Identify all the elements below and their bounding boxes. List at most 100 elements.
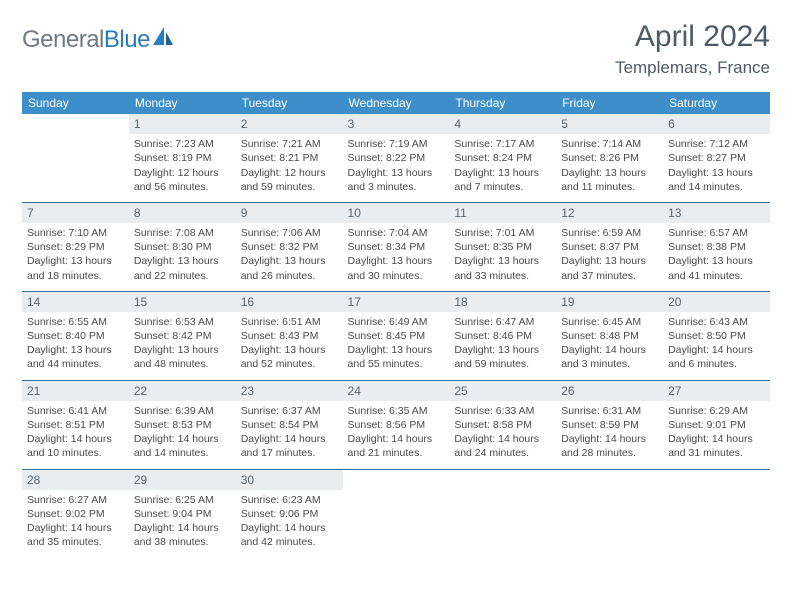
sunset-line: Sunset: 8:35 PM — [454, 240, 551, 254]
daylight-line: Daylight: 13 hours and 52 minutes. — [241, 343, 338, 371]
calendar-day-cell: 23 Sunrise: 6:37 AMSunset: 8:54 PMDayligh… — [236, 380, 343, 469]
sunset-line: Sunset: 8:53 PM — [134, 418, 231, 432]
calendar-day-cell: 2Sunrise: 7:21 AMSunset: 8:21 PMDaylight… — [236, 114, 343, 202]
daylight-line: Daylight: 13 hours and 59 minutes. — [454, 343, 551, 371]
day-number: 23 — [236, 381, 343, 401]
weekday-header: Saturday — [663, 92, 770, 114]
calendar-day-cell: 1Sunrise: 7:23 AMSunset: 8:19 PMDaylight… — [129, 114, 236, 202]
sunset-line: Sunset: 8:26 PM — [561, 151, 658, 165]
sunrise-line: Sunrise: 6:47 AM — [454, 315, 551, 329]
sunrise-line: Sunrise: 6:25 AM — [134, 493, 231, 507]
sunrise-line: Sunrise: 6:41 AM — [27, 404, 124, 418]
sunset-line: Sunset: 9:01 PM — [668, 418, 765, 432]
sunrise-line: Sunrise: 6:51 AM — [241, 315, 338, 329]
day-number: 28 — [22, 470, 129, 490]
sunrise-line: Sunrise: 6:29 AM — [668, 404, 765, 418]
sunset-line: Sunset: 8:19 PM — [134, 151, 231, 165]
daylight-line: Daylight: 14 hours and 31 minutes. — [668, 432, 765, 460]
day-number: 26 — [556, 381, 663, 401]
sunrise-line: Sunrise: 6:37 AM — [241, 404, 338, 418]
calendar-day-cell: 4Sunrise: 7:17 AMSunset: 8:24 PMDaylight… — [449, 114, 556, 202]
weekday-header: Wednesday — [343, 92, 450, 114]
sunrise-line: Sunrise: 6:39 AM — [134, 404, 231, 418]
sunset-line: Sunset: 8:32 PM — [241, 240, 338, 254]
calendar-day-cell: 21 Sunrise: 6:41 AMSunset: 8:51 PMDayligh… — [22, 380, 129, 469]
day-number: 21 — [22, 381, 129, 401]
sunset-line: Sunset: 9:02 PM — [27, 507, 124, 521]
daylight-line: Daylight: 14 hours and 17 minutes. — [241, 432, 338, 460]
day-number: 5 — [556, 114, 663, 134]
sunrise-line: Sunrise: 7:01 AM — [454, 226, 551, 240]
daylight-line: Daylight: 14 hours and 10 minutes. — [27, 432, 124, 460]
sunrise-line: Sunrise: 7:12 AM — [668, 137, 765, 151]
sunrise-line: Sunrise: 6:45 AM — [561, 315, 658, 329]
sunrise-line: Sunrise: 7:14 AM — [561, 137, 658, 151]
sunset-line: Sunset: 8:48 PM — [561, 329, 658, 343]
daylight-line: Daylight: 13 hours and 14 minutes. — [668, 166, 765, 194]
sunrise-line: Sunrise: 7:17 AM — [454, 137, 551, 151]
calendar-week-row: .1Sunrise: 7:23 AMSunset: 8:19 PMDayligh… — [22, 114, 770, 202]
page-header: GeneralBlue April 2024 Templemars, Franc… — [22, 20, 770, 78]
calendar-day-cell: 17Sunrise: 6:49 AMSunset: 8:45 PMDayligh… — [343, 291, 450, 380]
sunrise-line: Sunrise: 7:06 AM — [241, 226, 338, 240]
sunset-line: Sunset: 8:51 PM — [27, 418, 124, 432]
title-block: April 2024 Templemars, France — [615, 20, 770, 78]
calendar-table: Sunday Monday Tuesday Wednesday Thursday… — [22, 92, 770, 557]
sunset-line: Sunset: 8:42 PM — [134, 329, 231, 343]
calendar-day-cell: . — [663, 469, 770, 557]
calendar-day-cell: 15Sunrise: 6:53 AMSunset: 8:42 PMDayligh… — [129, 291, 236, 380]
sunset-line: Sunset: 8:40 PM — [27, 329, 124, 343]
sunrise-line: Sunrise: 6:59 AM — [561, 226, 658, 240]
sunset-line: Sunset: 8:54 PM — [241, 418, 338, 432]
calendar-day-cell: 27Sunrise: 6:29 AMSunset: 9:01 PMDayligh… — [663, 380, 770, 469]
sunrise-line: Sunrise: 7:21 AM — [241, 137, 338, 151]
calendar-day-cell: 8Sunrise: 7:08 AMSunset: 8:30 PMDaylight… — [129, 202, 236, 291]
calendar-day-cell: 3Sunrise: 7:19 AMSunset: 8:22 PMDaylight… — [343, 114, 450, 202]
day-number: 10 — [343, 203, 450, 223]
daylight-line: Daylight: 14 hours and 35 minutes. — [27, 521, 124, 549]
daylight-line: Daylight: 13 hours and 33 minutes. — [454, 254, 551, 282]
sunrise-line: Sunrise: 7:08 AM — [134, 226, 231, 240]
daylight-line: Daylight: 13 hours and 37 minutes. — [561, 254, 658, 282]
day-number: 22 — [129, 381, 236, 401]
weekday-header: Tuesday — [236, 92, 343, 114]
daylight-line: Daylight: 13 hours and 18 minutes. — [27, 254, 124, 282]
sunrise-line: Sunrise: 7:10 AM — [27, 226, 124, 240]
day-number: 24 — [343, 381, 450, 401]
calendar-week-row: 28Sunrise: 6:27 AMSunset: 9:02 PMDayligh… — [22, 469, 770, 557]
calendar-day-cell: 16Sunrise: 6:51 AMSunset: 8:43 PMDayligh… — [236, 291, 343, 380]
sunrise-line: Sunrise: 6:53 AM — [134, 315, 231, 329]
calendar-day-cell: . — [449, 469, 556, 557]
sunset-line: Sunset: 9:06 PM — [241, 507, 338, 521]
weekday-header-row: Sunday Monday Tuesday Wednesday Thursday… — [22, 92, 770, 114]
brand-part1: General — [22, 26, 104, 53]
daylight-line: Daylight: 13 hours and 3 minutes. — [348, 166, 445, 194]
calendar-day-cell: 12 Sunrise: 6:59 AMSunset: 8:37 PMDayligh… — [556, 202, 663, 291]
daylight-line: Daylight: 14 hours and 3 minutes. — [561, 343, 658, 371]
daylight-line: Daylight: 14 hours and 24 minutes. — [454, 432, 551, 460]
day-number: 29 — [129, 470, 236, 490]
calendar-week-row: 21Sunrise: 6:41 AMSunset: 8:51 PMDayligh… — [22, 380, 770, 469]
sunset-line: Sunset: 9:04 PM — [134, 507, 231, 521]
calendar-day-cell: 28Sunrise: 6:27 AMSunset: 9:02 PMDayligh… — [22, 469, 129, 557]
day-number: 13 — [663, 203, 770, 223]
location-label: Templemars, France — [615, 58, 770, 78]
calendar-day-cell: 29Sunrise: 6:25 AMSunset: 9:04 PMDayligh… — [129, 469, 236, 557]
day-number: 20 — [663, 292, 770, 312]
sunrise-line: Sunrise: 7:04 AM — [348, 226, 445, 240]
weekday-header: Sunday — [22, 92, 129, 114]
sunrise-line: Sunrise: 6:33 AM — [454, 404, 551, 418]
day-number: 30 — [236, 470, 343, 490]
sunset-line: Sunset: 8:50 PM — [668, 329, 765, 343]
calendar-week-row: 7Sunrise: 7:10 AMSunset: 8:29 PMDaylight… — [22, 202, 770, 291]
calendar-day-cell: 11Sunrise: 7:01 AMSunset: 8:35 PMDayligh… — [449, 202, 556, 291]
sunset-line: Sunset: 8:46 PM — [454, 329, 551, 343]
daylight-line: Daylight: 13 hours and 30 minutes. — [348, 254, 445, 282]
daylight-line: Daylight: 13 hours and 44 minutes. — [27, 343, 124, 371]
calendar-day-cell: 7Sunrise: 7:10 AMSunset: 8:29 PMDaylight… — [22, 202, 129, 291]
calendar-day-cell: 19Sunrise: 6:45 AMSunset: 8:48 PMDayligh… — [556, 291, 663, 380]
day-number: 12 — [556, 203, 663, 223]
sunset-line: Sunset: 8:37 PM — [561, 240, 658, 254]
calendar-day-cell: 9Sunrise: 7:06 AMSunset: 8:32 PMDaylight… — [236, 202, 343, 291]
month-title: April 2024 — [615, 20, 770, 54]
